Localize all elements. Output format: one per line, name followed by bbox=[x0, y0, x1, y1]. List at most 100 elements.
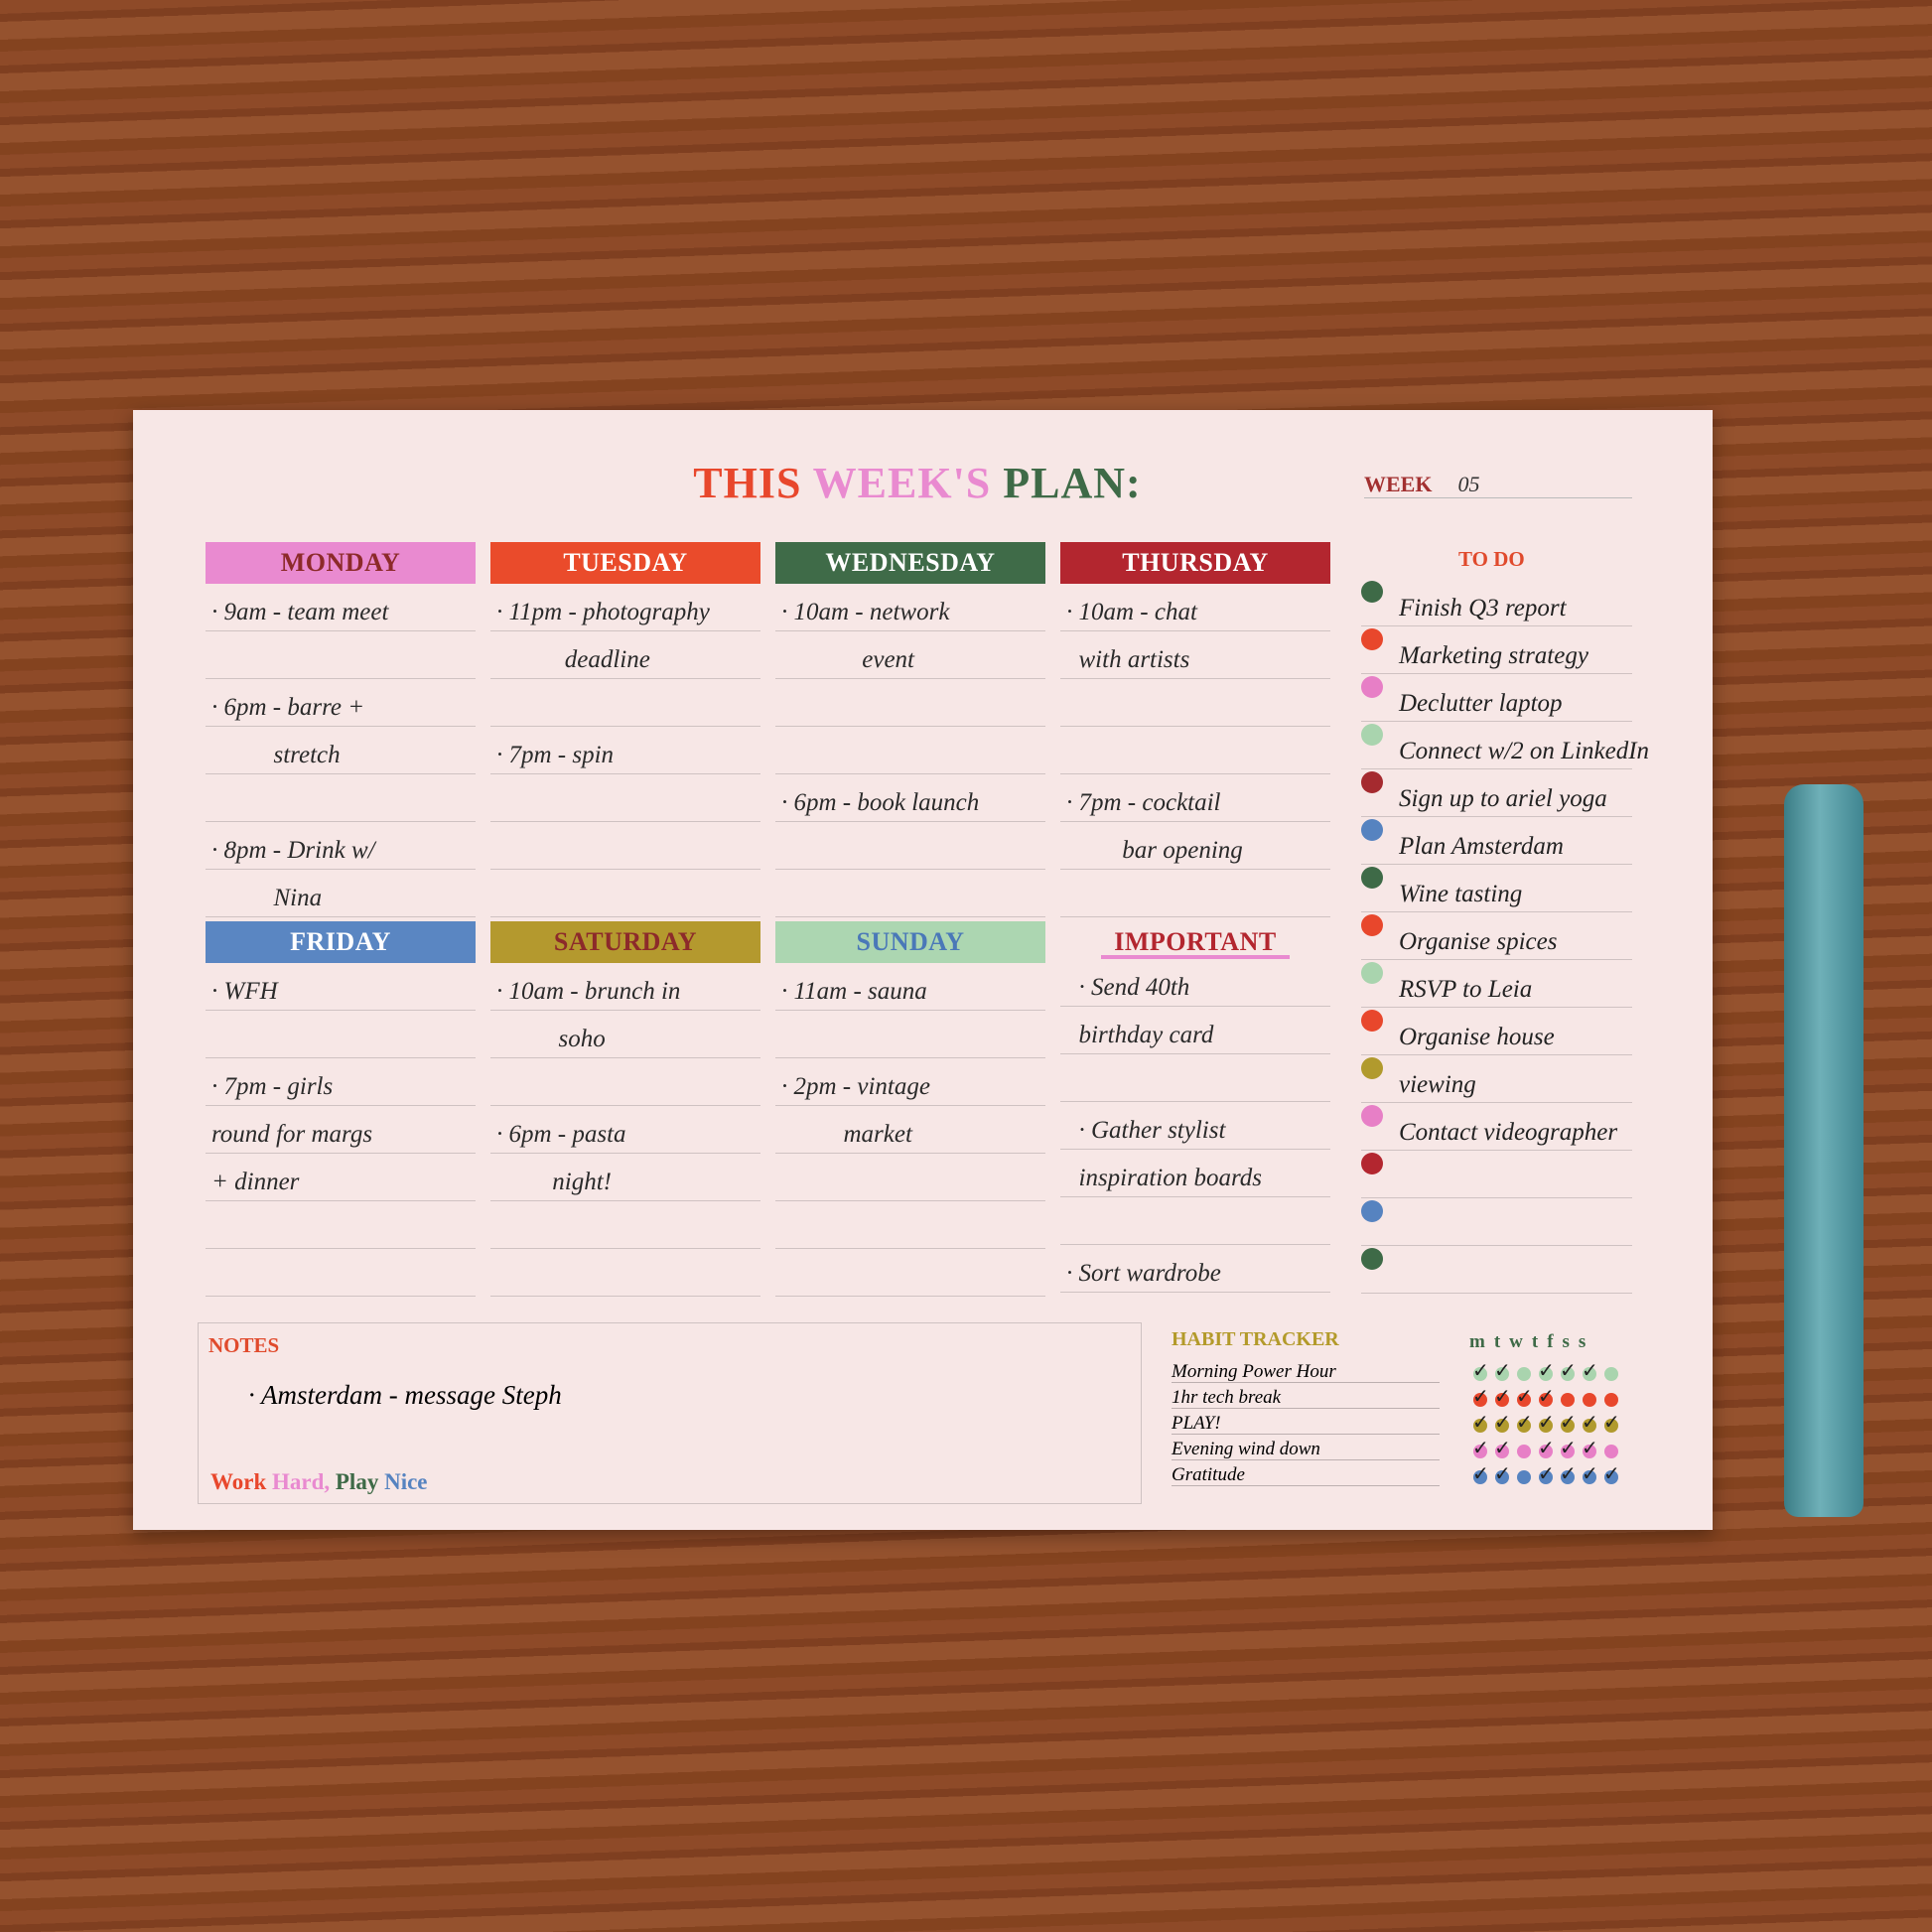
checked-dot-icon bbox=[1494, 1461, 1511, 1486]
entry-line bbox=[775, 727, 1045, 774]
entry-line bbox=[1060, 727, 1330, 774]
entry-line bbox=[775, 1011, 1045, 1058]
todo-item: Contact videographer bbox=[1361, 1103, 1632, 1151]
entry-line bbox=[206, 1011, 476, 1058]
todo-item: Connect w/2 on LinkedIn bbox=[1361, 722, 1649, 769]
habit-row bbox=[1472, 1358, 1618, 1387]
color-dot-icon bbox=[1361, 819, 1383, 841]
color-dot-icon bbox=[1361, 771, 1383, 793]
color-dot-icon bbox=[1361, 1248, 1383, 1270]
checked-dot-icon bbox=[1472, 1461, 1489, 1486]
entry-line bbox=[490, 1201, 760, 1249]
checked-dot-icon bbox=[1538, 1384, 1555, 1409]
entry-line: · 6pm - barre + bbox=[206, 679, 476, 727]
entry-line bbox=[206, 1249, 476, 1297]
fountain-pen bbox=[1784, 784, 1863, 1517]
day-header: WEDNESDAY bbox=[775, 542, 1045, 584]
notes-box: NOTES · Amsterdam - message Steph Work H… bbox=[198, 1322, 1142, 1504]
day-header: MONDAY bbox=[206, 542, 476, 584]
day-column-sunday: SUNDAY · 11am - sauna · 2pm - vintage mark… bbox=[775, 921, 1045, 1297]
entry-line: · Sort wardrobe bbox=[1060, 1245, 1330, 1293]
habit-row bbox=[1472, 1436, 1618, 1464]
entry-line: · 8pm - Drink w/ bbox=[206, 822, 476, 870]
habit-days: mtwtfss bbox=[1469, 1331, 1595, 1352]
color-dot-icon bbox=[1361, 1010, 1383, 1032]
checked-dot-icon bbox=[1603, 1461, 1620, 1486]
color-dot-icon bbox=[1361, 867, 1383, 889]
entry-line: · WFH bbox=[206, 963, 476, 1011]
day-column-wednesday: WEDNESDAY · 10am - network event · 6pm - b… bbox=[775, 542, 1045, 917]
todo-heading: TO DO bbox=[1458, 547, 1525, 571]
checked-dot-icon bbox=[1516, 1384, 1533, 1409]
habit-row bbox=[1472, 1384, 1618, 1413]
page-title: THIS WEEK'S PLAN: bbox=[693, 459, 1142, 507]
day-header: SATURDAY bbox=[490, 921, 760, 963]
empty-dot-icon bbox=[1517, 1367, 1531, 1381]
checked-dot-icon bbox=[1560, 1461, 1577, 1486]
entry-line: round for margs bbox=[206, 1106, 476, 1154]
habit-name: 1hr tech break bbox=[1172, 1383, 1440, 1409]
checked-dot-icon bbox=[1472, 1410, 1489, 1435]
entry-line bbox=[775, 679, 1045, 727]
day-header: TUESDAY bbox=[490, 542, 760, 584]
color-dot-icon bbox=[1361, 581, 1383, 603]
entry-line bbox=[1060, 870, 1330, 917]
checked-dot-icon bbox=[1472, 1384, 1489, 1409]
todo-list: Finish Q3 report Marketing strategy Declut… bbox=[1361, 579, 1649, 1294]
weekly-planner-sheet: THIS WEEK'S PLAN: WEEK 05 MONDAY · 9am - t… bbox=[133, 410, 1713, 1530]
todo-item: Declutter laptop bbox=[1361, 674, 1632, 722]
entry-line bbox=[206, 774, 476, 822]
habit-name: Morning Power Hour bbox=[1172, 1357, 1440, 1383]
entry-line: night! bbox=[490, 1154, 760, 1201]
todo-item: Marketing strategy bbox=[1361, 626, 1632, 674]
entry-line bbox=[775, 1249, 1045, 1297]
habit-name: PLAY! bbox=[1172, 1409, 1440, 1435]
motto: Work Hard, Play Nice bbox=[210, 1469, 428, 1494]
entry-line: event bbox=[775, 631, 1045, 679]
entry-line: · 6pm - book launch bbox=[775, 774, 1045, 822]
todo-item bbox=[1361, 1246, 1632, 1294]
checked-dot-icon bbox=[1538, 1436, 1555, 1460]
checked-dot-icon bbox=[1494, 1436, 1511, 1460]
entry-line: · 7pm - spin bbox=[490, 727, 760, 774]
habit-name: Gratitude bbox=[1172, 1460, 1440, 1486]
checked-dot-icon bbox=[1582, 1410, 1598, 1435]
entry-line: birthday card bbox=[1060, 1007, 1330, 1054]
entry-line bbox=[775, 1154, 1045, 1201]
checked-dot-icon bbox=[1516, 1410, 1533, 1435]
day-header: SUNDAY bbox=[775, 921, 1045, 963]
entry-line: · 10am - chat bbox=[1060, 584, 1330, 631]
empty-dot-icon bbox=[1517, 1445, 1531, 1458]
checked-dot-icon bbox=[1603, 1410, 1620, 1435]
todo-item: Plan Amsterdam bbox=[1361, 817, 1632, 865]
todo-item bbox=[1361, 1198, 1632, 1246]
entry-line: · Gather stylist bbox=[1060, 1102, 1330, 1150]
todo-item: Sign up to ariel yoga bbox=[1361, 769, 1632, 817]
color-dot-icon bbox=[1361, 628, 1383, 650]
entry-line bbox=[490, 822, 760, 870]
entry-line: · Send 40th bbox=[1060, 959, 1330, 1007]
checked-dot-icon bbox=[1494, 1384, 1511, 1409]
habit-row bbox=[1472, 1461, 1620, 1490]
empty-dot-icon bbox=[1517, 1470, 1531, 1484]
checked-dot-icon bbox=[1472, 1436, 1489, 1460]
entry-line bbox=[490, 870, 760, 917]
todo-item: Organise house bbox=[1361, 1008, 1632, 1055]
todo-item: RSVP to Leia bbox=[1361, 960, 1632, 1008]
todo-item: Wine tasting bbox=[1361, 865, 1632, 912]
todo-item: viewing bbox=[1361, 1055, 1632, 1103]
checked-dot-icon bbox=[1494, 1410, 1511, 1435]
entry-line bbox=[1060, 679, 1330, 727]
color-dot-icon bbox=[1361, 1105, 1383, 1127]
entry-line: deadline bbox=[490, 631, 760, 679]
entry-line: · 2pm - vintage bbox=[775, 1058, 1045, 1106]
color-dot-icon bbox=[1361, 962, 1383, 984]
entry-line: · 11pm - photography bbox=[490, 584, 760, 631]
todo-item: Organise spices bbox=[1361, 912, 1632, 960]
entry-line: · 10am - brunch in bbox=[490, 963, 760, 1011]
day-column-tuesday: TUESDAY · 11pm - photography deadline · 7p… bbox=[490, 542, 760, 917]
todo-item: Finish Q3 report bbox=[1361, 579, 1632, 626]
color-dot-icon bbox=[1361, 1153, 1383, 1174]
day-column-important: IMPORTANT · Send 40th birthday card · Ga… bbox=[1060, 921, 1330, 1293]
habit-row bbox=[1472, 1410, 1620, 1439]
